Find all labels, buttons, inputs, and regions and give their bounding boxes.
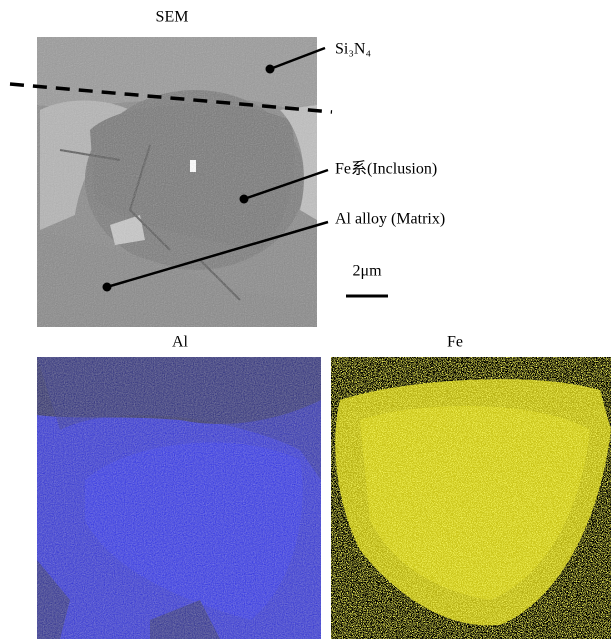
page: {"sem": {"title": "SEM", "annotations": … <box>0 0 611 639</box>
annotation-label: Si₃N₄ <box>335 41 371 58</box>
fe-map <box>331 357 611 639</box>
sem-image <box>37 37 317 327</box>
annotation-label: Fe系(Inclusion) <box>335 160 437 178</box>
al-map <box>37 357 321 639</box>
annotation-label: Al alloy (Matrix) <box>335 211 445 228</box>
sem-title: SEM <box>156 9 189 26</box>
map-title: Al <box>172 334 189 351</box>
map-title: Fe <box>447 334 463 351</box>
figure: SEM Si₃N₄ Fe系(Inclusion) Al alloy (Matri… <box>0 0 611 639</box>
scale-bar-label: 2μm <box>352 263 382 280</box>
